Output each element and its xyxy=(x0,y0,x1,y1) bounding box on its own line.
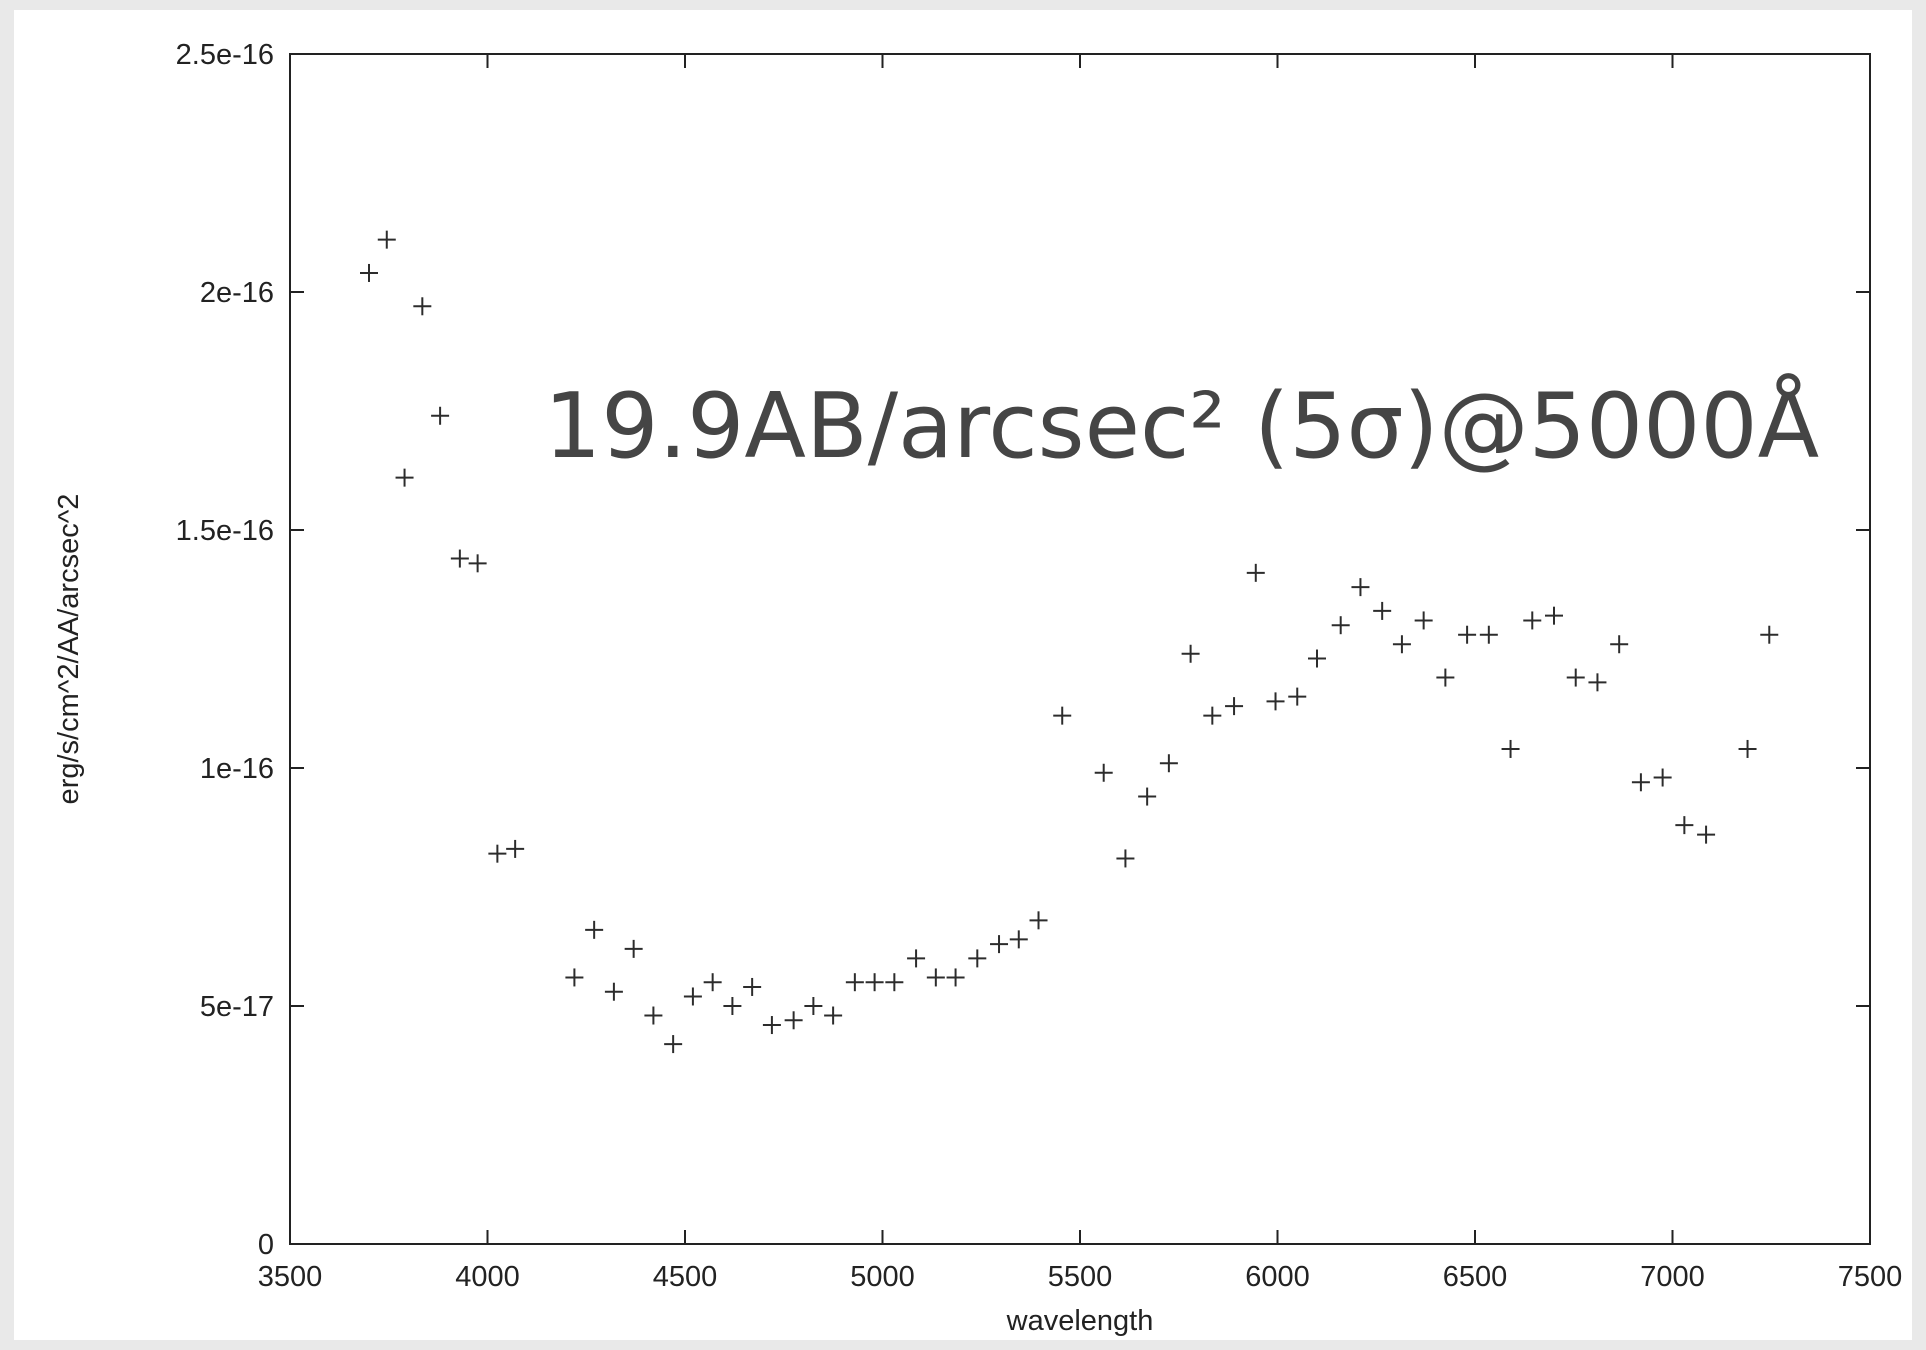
x-axis-label: wavelength xyxy=(1006,1305,1154,1337)
data-point xyxy=(1009,930,1028,949)
data-point xyxy=(488,844,507,863)
data-point xyxy=(1738,739,1757,758)
data-point xyxy=(1288,687,1307,706)
data-point xyxy=(743,977,762,996)
x-tick-label: 5500 xyxy=(1048,1261,1113,1293)
y-tick-label: 2e-16 xyxy=(200,277,274,309)
y-tick-label: 2.5e-16 xyxy=(176,39,274,71)
y-axis: 0 5e-17 1e-16 1.5e-16 2e-16 2.5e-16 xyxy=(176,39,1870,1261)
data-point xyxy=(1308,649,1326,668)
data-point xyxy=(450,549,469,568)
y-tick-label: 1e-16 xyxy=(200,753,274,785)
data-point xyxy=(1373,601,1392,620)
annotation-text: 19.9AB/arcsec² (5σ)@5000Å xyxy=(544,372,1819,479)
x-tick-label: 7500 xyxy=(1838,1261,1903,1293)
data-point xyxy=(1479,625,1498,644)
data-point xyxy=(565,968,584,987)
data-point xyxy=(431,406,450,425)
data-point xyxy=(506,839,525,858)
chart-frame: 3500 4000 4500 5000 5500 6000 6500 7000 7500 0 5e… xyxy=(14,10,1912,1340)
data-point xyxy=(1094,763,1113,782)
data-point xyxy=(468,554,487,573)
data-point xyxy=(824,1006,843,1025)
data-point xyxy=(1675,816,1694,835)
data-point xyxy=(1631,773,1650,792)
y-tick-label: 0 xyxy=(258,1229,274,1261)
x-tick-label: 6500 xyxy=(1443,1261,1508,1293)
x-tick-label: 6000 xyxy=(1245,1261,1310,1293)
data-point xyxy=(1414,611,1433,630)
data-point xyxy=(1138,787,1157,806)
data-point xyxy=(845,973,864,992)
data-point xyxy=(885,973,904,992)
data-point xyxy=(1566,668,1585,687)
data-point xyxy=(926,968,945,987)
data-point xyxy=(990,935,1009,954)
data-point xyxy=(413,297,432,316)
data-point xyxy=(1610,635,1629,654)
data-point xyxy=(644,1006,663,1025)
x-tick-label: 4500 xyxy=(653,1261,718,1293)
data-point xyxy=(1181,644,1200,663)
scatter-chart: 3500 4000 4500 5000 5500 6000 6500 7000 7500 0 5e… xyxy=(53,39,1903,1337)
data-point xyxy=(604,982,623,1001)
data-point xyxy=(723,997,742,1015)
data-point xyxy=(1545,606,1563,625)
data-point xyxy=(1331,616,1350,635)
data-point xyxy=(664,1035,683,1054)
plot-area xyxy=(289,53,1871,1245)
data-point xyxy=(1053,706,1072,725)
data-point xyxy=(762,1016,781,1035)
data-point xyxy=(1225,697,1244,716)
data-point xyxy=(377,230,396,249)
data-point xyxy=(1392,635,1411,654)
data-point xyxy=(683,987,702,1006)
data-point xyxy=(865,973,884,992)
x-tick-label: 4000 xyxy=(455,1261,520,1293)
y-tick-label: 1.5e-16 xyxy=(176,515,274,547)
data-point xyxy=(1458,625,1477,644)
data-point xyxy=(360,263,378,282)
data-point xyxy=(1351,578,1370,597)
data-point xyxy=(1588,673,1607,692)
data-point xyxy=(1116,849,1135,868)
y-tick-label: 5e-17 xyxy=(200,991,274,1023)
x-tick-label: 3500 xyxy=(258,1261,323,1293)
data-point xyxy=(395,468,414,487)
data-point xyxy=(968,949,987,968)
x-axis: 3500 4000 4500 5000 5500 6000 6500 7000 7500 xyxy=(258,54,1903,1293)
data-point xyxy=(1697,825,1716,844)
x-tick-label: 5000 xyxy=(850,1261,915,1293)
data-point xyxy=(585,920,604,939)
data-series xyxy=(360,230,1779,1054)
data-point xyxy=(907,949,926,968)
data-point xyxy=(1266,692,1285,711)
data-point xyxy=(703,973,722,992)
y-axis-label: erg/s/cm^2/AA/arcsec^2 xyxy=(53,494,85,805)
data-point xyxy=(1653,768,1672,787)
data-point xyxy=(784,1011,803,1030)
data-point xyxy=(1159,754,1178,773)
data-point xyxy=(624,939,643,958)
data-point xyxy=(1436,668,1455,687)
data-point xyxy=(1203,706,1222,725)
data-point xyxy=(1760,625,1779,644)
data-point xyxy=(1501,739,1520,758)
data-point xyxy=(804,997,823,1015)
data-point xyxy=(1029,911,1048,930)
data-point xyxy=(1523,611,1542,630)
x-tick-label: 7000 xyxy=(1640,1261,1705,1293)
data-point xyxy=(1246,563,1265,582)
data-point xyxy=(946,968,965,987)
